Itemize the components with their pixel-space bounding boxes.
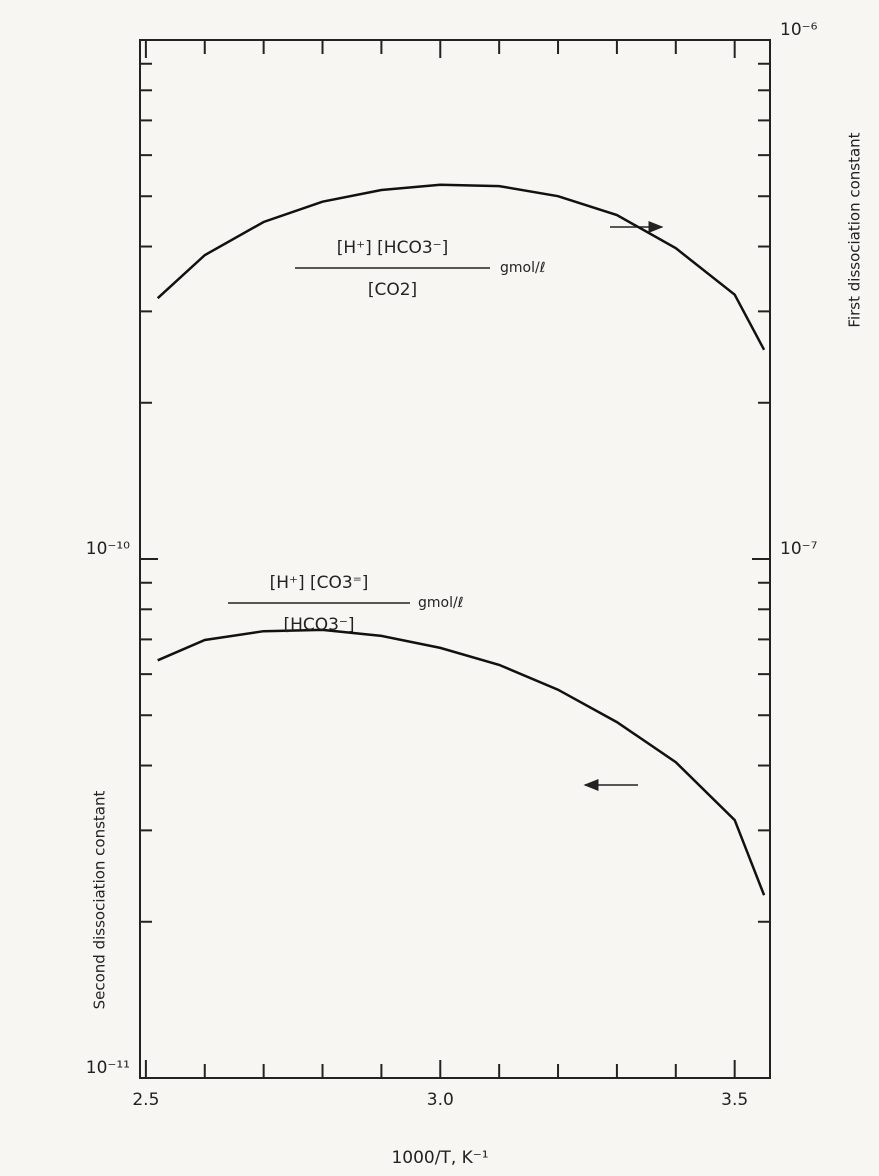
x-tick-label: 3.5 — [721, 1090, 748, 1110]
annotation-numerator: [H⁺] [CO3⁼] — [270, 573, 369, 593]
y-axis-title: Second dissociation constant — [91, 790, 109, 1009]
y-tick-label: 10⁻¹¹ — [86, 1058, 130, 1078]
y-tick-label: 10⁻¹⁰ — [86, 539, 130, 559]
y2-tick-label: 10⁻⁶ — [780, 20, 818, 40]
annotation-unit: gmol/ℓ — [500, 260, 545, 276]
plot-frame — [140, 40, 770, 1078]
data-line — [158, 630, 764, 895]
y2-axis-title: First dissociation constant — [846, 132, 864, 327]
chart: 1000/T, K⁻¹ Second dissociation constant… — [0, 0, 879, 1176]
x-axis-title: 1000/T, K⁻¹ — [391, 1148, 488, 1168]
annotation-unit: gmol/ℓ — [418, 595, 463, 611]
x-tick-label: 3.0 — [427, 1090, 454, 1110]
x-tick-label: 2.5 — [132, 1090, 159, 1110]
annotation-numerator: [H⁺] [HCO3⁻] — [337, 238, 449, 258]
annotation-denominator: [HCO3⁻] — [283, 615, 354, 635]
y2-tick-label: 10⁻⁷ — [780, 539, 818, 559]
annotation-denominator: [CO2] — [368, 280, 417, 300]
